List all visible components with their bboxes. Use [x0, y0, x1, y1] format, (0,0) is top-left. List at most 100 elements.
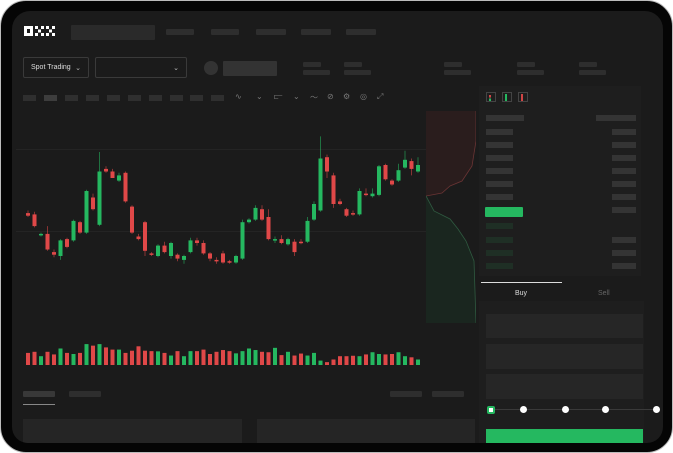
candle-body[interactable] — [240, 222, 245, 259]
ask-price[interactable] — [486, 155, 513, 161]
candle-body[interactable] — [286, 239, 290, 245]
timeframe-button[interactable] — [107, 95, 120, 101]
chevron-down-icon[interactable]: ⌄ — [256, 92, 263, 101]
orderbook-asks-icon[interactable] — [518, 92, 528, 102]
candle-body[interactable] — [214, 259, 219, 262]
candle-body[interactable] — [344, 209, 349, 216]
market-type-dropdown[interactable]: Spot Trading ⌄ — [23, 57, 89, 78]
slider-stop-50[interactable] — [562, 406, 569, 413]
timeframe-button-active[interactable] — [44, 95, 57, 101]
candle-body[interactable] — [383, 165, 388, 180]
candle-body[interactable] — [325, 157, 329, 172]
trend-line-icon[interactable]: 〜 — [310, 93, 318, 102]
candle-body[interactable] — [188, 240, 193, 253]
draw-tool-icon[interactable]: ⊘ — [327, 92, 334, 101]
candle-body[interactable] — [143, 222, 147, 251]
candle-body[interactable] — [338, 201, 342, 204]
candle-body[interactable] — [84, 191, 89, 233]
timeframe-button[interactable] — [149, 95, 162, 101]
candle-body[interactable] — [331, 175, 336, 204]
candle-body[interactable] — [208, 253, 212, 259]
percent-slider-handle[interactable] — [487, 406, 495, 414]
slider-stop-100[interactable] — [653, 406, 660, 413]
candle-body[interactable] — [130, 206, 134, 233]
chevron-down-icon[interactable]: ⌄ — [293, 92, 300, 101]
bid-price[interactable] — [486, 250, 513, 256]
price-input[interactable] — [486, 314, 643, 338]
candlestick-chart[interactable] — [16, 111, 426, 271]
orderbook-bids-icon[interactable] — [502, 92, 512, 102]
bottom-action[interactable] — [432, 391, 464, 397]
candle-body[interactable] — [403, 159, 407, 168]
total-input[interactable] — [486, 374, 643, 399]
candle-body[interactable] — [377, 166, 381, 195]
candle-body[interactable] — [32, 214, 37, 227]
candle-body[interactable] — [123, 172, 128, 202]
candle-body[interactable] — [91, 197, 95, 210]
ask-price[interactable] — [486, 194, 513, 200]
settings-icon[interactable]: ⚙ — [343, 92, 351, 101]
candle-body[interactable] — [52, 252, 56, 255]
fullscreen-icon[interactable]: ⤢ — [377, 92, 384, 101]
screenshot-icon[interactable]: ◎ — [360, 92, 367, 101]
candle-body[interactable] — [357, 191, 362, 215]
candle-body[interactable] — [26, 213, 30, 216]
chart-type-icon[interactable]: ⫍ — [274, 92, 283, 101]
slider-stop-75[interactable] — [602, 406, 609, 413]
candle-body[interactable] — [260, 209, 264, 220]
candle-body[interactable] — [78, 222, 82, 233]
timeframe-button[interactable] — [170, 95, 183, 101]
tab-buy[interactable]: Buy — [515, 290, 528, 297]
slider-stop-25[interactable] — [520, 406, 527, 413]
candle-body[interactable] — [117, 175, 121, 181]
ask-price[interactable] — [486, 129, 513, 135]
nav-item[interactable] — [301, 29, 331, 35]
timeframe-button[interactable] — [211, 95, 224, 101]
nav-item[interactable] — [211, 29, 239, 35]
candle-body[interactable] — [416, 165, 420, 172]
timeframe-button[interactable] — [128, 95, 141, 101]
candle-body[interactable] — [390, 180, 394, 185]
candle-body[interactable] — [318, 158, 323, 211]
candle-body[interactable] — [104, 168, 108, 172]
orderbook-both-icon[interactable] — [486, 92, 496, 102]
tab-order-history[interactable] — [69, 391, 101, 397]
candle-body[interactable] — [58, 240, 63, 256]
candle-body[interactable] — [253, 207, 258, 220]
timeframe-button[interactable] — [86, 95, 99, 101]
nav-item[interactable] — [256, 29, 286, 35]
timeframe-button[interactable] — [190, 95, 203, 101]
indicator-icon[interactable]: ∿ — [235, 92, 242, 101]
candle-body[interactable] — [221, 253, 225, 263]
ask-price[interactable] — [486, 181, 513, 187]
timeframe-button[interactable] — [23, 95, 36, 101]
nav-item[interactable] — [346, 29, 376, 35]
candle-body[interactable] — [65, 239, 69, 247]
candle-body[interactable] — [273, 239, 277, 241]
candle-body[interactable] — [279, 239, 284, 243]
candle-body[interactable] — [409, 161, 414, 169]
candle-body[interactable] — [234, 256, 238, 263]
candle-body[interactable] — [292, 241, 297, 253]
candle-body[interactable] — [71, 220, 76, 241]
tab-sell[interactable]: Sell — [598, 290, 610, 297]
candle-body[interactable] — [195, 240, 199, 243]
candle-body[interactable] — [370, 193, 375, 197]
header-search-placeholder[interactable] — [71, 25, 155, 40]
candle-body[interactable] — [97, 171, 102, 225]
amount-input[interactable] — [486, 344, 643, 369]
pair-dropdown[interactable]: ⌄ — [95, 57, 187, 78]
candle-body[interactable] — [351, 213, 355, 215]
candle-body[interactable] — [201, 243, 206, 254]
bottom-action[interactable] — [390, 391, 422, 397]
candle-body[interactable] — [45, 233, 50, 250]
candle-body[interactable] — [247, 219, 251, 223]
candle-body[interactable] — [305, 220, 310, 242]
timeframe-button[interactable] — [65, 95, 78, 101]
candle-body[interactable] — [169, 243, 173, 256]
ask-price[interactable] — [486, 142, 513, 148]
nav-item[interactable] — [166, 29, 194, 35]
bid-price[interactable] — [486, 223, 513, 229]
candle-body[interactable] — [162, 245, 167, 253]
percent-slider-track[interactable] — [492, 409, 657, 410]
